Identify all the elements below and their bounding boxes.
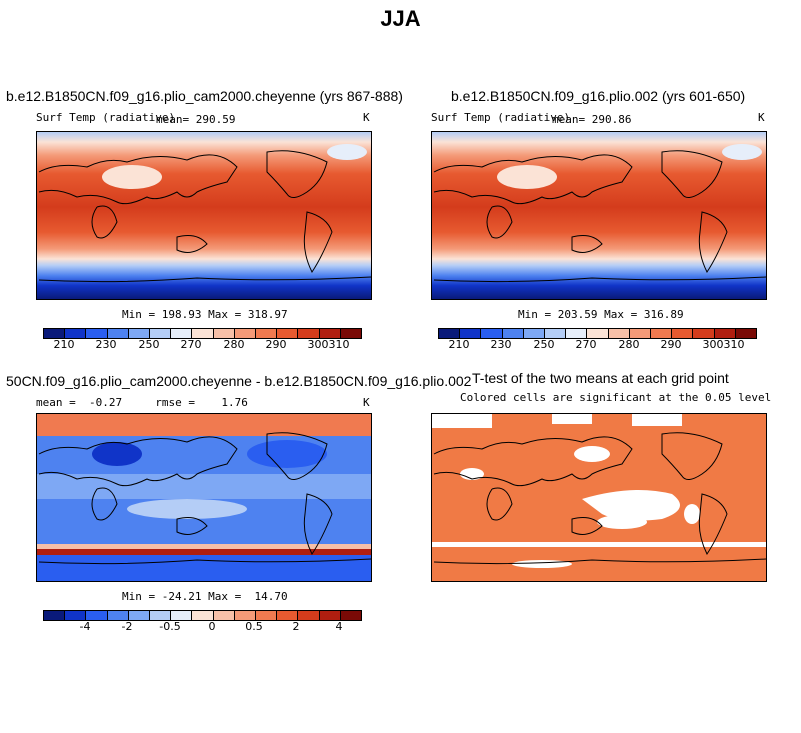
colorbar-swatch (545, 329, 567, 338)
colorbar-tick-label: 270 (575, 338, 597, 351)
colorbar-swatch (651, 329, 673, 338)
colorbar-swatch (192, 611, 214, 620)
colorbar-tick-label: 280 (618, 338, 640, 351)
panel-tr-colorbar (438, 328, 757, 339)
colorbar-swatch (693, 329, 715, 338)
colorbar-tick-label: -2 (121, 620, 133, 633)
panel-tl-minmax: Min = 198.93 Max = 318.97 (122, 308, 288, 321)
colorbar-swatch (298, 611, 320, 620)
colorbar-swatch (439, 329, 461, 338)
colorbar-swatch (65, 611, 87, 620)
colorbar-swatch (44, 329, 66, 338)
panel-bl-map (36, 413, 372, 582)
colorbar-tick-label: 250 (138, 338, 160, 351)
colorbar-swatch (256, 611, 278, 620)
colorbar-swatch (629, 329, 652, 338)
panel-tl-map (36, 131, 372, 300)
colorbar-swatch (213, 611, 235, 620)
colorbar-swatch (298, 329, 320, 338)
colorbar-swatch (213, 329, 235, 338)
colorbar-tick-label: 300 (307, 338, 329, 351)
colorbar-swatch (107, 329, 129, 338)
colorbar-swatch (277, 611, 299, 620)
panel-tl-mean: mean= 290.59 (156, 113, 236, 126)
colorbar-swatch (150, 611, 172, 620)
panel-tl-colorbar (43, 328, 362, 339)
colorbar-tick-label: 250 (533, 338, 555, 351)
colorbar-tick-label: 2 (292, 620, 300, 633)
colorbar-swatch (714, 329, 736, 338)
colorbar-swatch (86, 329, 108, 338)
colorbar-tick-label: 270 (180, 338, 202, 351)
colorbar-tick-label: 210 (448, 338, 470, 351)
panel-br-subtitle: Colored cells are significant at the 0.0… (460, 391, 772, 404)
colorbar-swatch (277, 329, 299, 338)
colorbar-tick-label: 290 (265, 338, 287, 351)
panel-tr-case-title: b.e12.B1850CN.f09_g16.plio.002 (yrs 601-… (451, 88, 746, 104)
panel-bl-minmax: Min = -24.21 Max = 14.70 (122, 590, 288, 603)
panel-bl-colorbar (43, 610, 362, 621)
colorbar-tick-label: 280 (223, 338, 245, 351)
colorbar-swatch (502, 329, 524, 338)
panel-tr-minmax: Min = 203.59 Max = 316.89 (518, 308, 684, 321)
colorbar-swatch (44, 611, 66, 620)
colorbar-swatch (319, 329, 341, 338)
colorbar-tick-label: 0 (208, 620, 216, 633)
figure-title: JJA (380, 6, 421, 31)
colorbar-swatch (234, 611, 257, 620)
colorbar-swatch (319, 611, 341, 620)
colorbar-swatch (460, 329, 482, 338)
panel-bl-units: K (363, 396, 370, 409)
colorbar-swatch (192, 329, 214, 338)
panel-tl-variable: Surf Temp (radiative) (36, 111, 176, 124)
colorbar-swatch (256, 329, 278, 338)
colorbar-swatch (150, 329, 172, 338)
panel-tl-case-title: b.e12.B1850CN.f09_g16.plio_cam2000.cheye… (6, 88, 403, 104)
panel-tl-units: K (363, 111, 370, 124)
colorbar-swatch (340, 329, 362, 338)
colorbar-tick-label: 210 (53, 338, 75, 351)
panel-br-title: T-test of the two means at each grid poi… (472, 370, 729, 386)
colorbar-swatch (86, 611, 108, 620)
colorbar-swatch (171, 329, 193, 338)
panel-bl-title: 50CN.f09_g16.plio_cam2000.cheyenne - b.e… (6, 373, 472, 389)
colorbar-swatch (735, 329, 757, 338)
colorbar-swatch (107, 611, 129, 620)
colorbar-swatch (234, 329, 257, 338)
colorbar-swatch (608, 329, 630, 338)
panel-bl-stats: mean = -0.27 rmse = 1.76 (36, 396, 248, 409)
colorbar-tick-label: 310 (723, 338, 745, 351)
colorbar-swatch (566, 329, 588, 338)
panel-tr-variable: Surf Temp (radiative) (431, 111, 571, 124)
colorbar-swatch (128, 611, 151, 620)
colorbar-swatch (171, 611, 193, 620)
colorbar-swatch (672, 329, 694, 338)
colorbar-swatch (128, 329, 151, 338)
colorbar-tick-label: 0.5 (245, 620, 263, 633)
panel-br-map (431, 413, 767, 582)
colorbar-tick-label: -4 (79, 620, 91, 633)
panel-tr-mean: mean= 290.86 (552, 113, 632, 126)
colorbar-swatch (340, 611, 362, 620)
colorbar-swatch (587, 329, 609, 338)
colorbar-tick-label: 4 (335, 620, 343, 633)
colorbar-tick-label: -0.5 (159, 620, 181, 633)
colorbar-tick-label: 230 (490, 338, 512, 351)
colorbar-swatch (481, 329, 503, 338)
colorbar-tick-label: 300 (702, 338, 724, 351)
panel-tr-map (431, 131, 767, 300)
panel-tr-units: K (758, 111, 765, 124)
colorbar-swatch (65, 329, 87, 338)
colorbar-tick-label: 290 (660, 338, 682, 351)
colorbar-tick-label: 310 (328, 338, 350, 351)
colorbar-tick-label: 230 (95, 338, 117, 351)
colorbar-swatch (523, 329, 546, 338)
